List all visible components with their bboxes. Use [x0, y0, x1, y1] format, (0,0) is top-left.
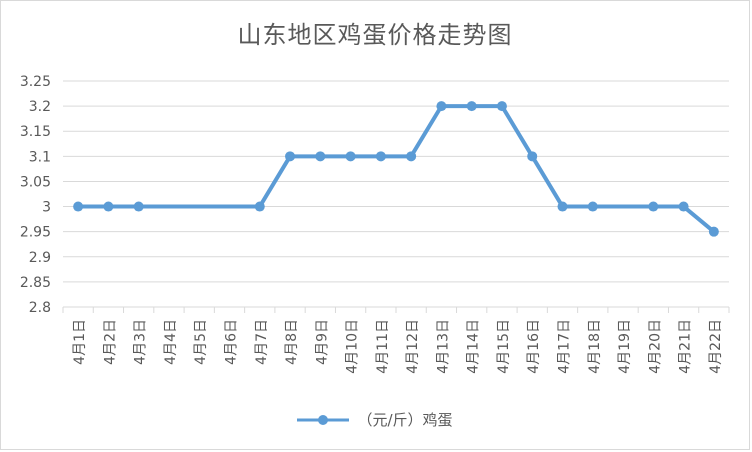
x-tick-label: 4月15日 [496, 319, 512, 374]
data-point [254, 201, 265, 212]
data-point [587, 201, 598, 212]
data-point [133, 201, 144, 212]
data-point [103, 201, 114, 212]
data-point [557, 201, 568, 212]
legend-swatch [297, 414, 350, 425]
x-tick-label: 4月17日 [557, 319, 573, 374]
data-point [315, 151, 326, 162]
y-tick-label: 2.9 [29, 250, 51, 266]
legend-label: （元/斤）鸡蛋 [357, 411, 453, 429]
y-tick-label: 2.85 [20, 275, 51, 291]
data-point [375, 151, 386, 162]
x-tick-label: 4月9日 [314, 319, 330, 365]
x-tick-label: 4月18日 [587, 319, 603, 374]
x-tick-label: 4月3日 [133, 319, 149, 365]
x-tick-label: 4月6日 [224, 319, 240, 365]
x-tick-label: 4月16日 [526, 319, 542, 374]
data-point [73, 201, 84, 212]
x-tick-label: 4月13日 [435, 319, 451, 374]
data-point [436, 101, 447, 112]
y-tick-label: 3.1 [29, 149, 51, 165]
series-line [76, 104, 716, 234]
y-tick-label: 2.8 [29, 300, 51, 316]
data-point [466, 101, 477, 112]
x-tick-label: 4月21日 [678, 319, 694, 374]
x-tick-label: 4月2日 [102, 319, 118, 365]
data-point [285, 151, 296, 162]
data-point [496, 101, 507, 112]
data-point [648, 201, 659, 212]
y-tick-label: 3.2 [29, 99, 51, 115]
data-point [678, 201, 689, 212]
y-tick-label: 3.25 [20, 74, 51, 90]
x-tick-label: 4月14日 [466, 319, 482, 374]
x-tick-label: 4月7日 [254, 319, 270, 365]
data-point [345, 151, 356, 162]
x-tick-label: 4月5日 [193, 319, 209, 365]
y-tick-label: 3 [42, 200, 51, 216]
data-point [406, 151, 417, 162]
x-tick-label: 4月11日 [375, 319, 391, 374]
x-tick-label: 4月22日 [708, 319, 724, 374]
data-point [527, 151, 538, 162]
y-tick-label: 3.05 [20, 174, 51, 190]
x-tick-label: 4月8日 [284, 319, 300, 365]
data-point [708, 226, 719, 237]
x-tick-label: 4月19日 [617, 319, 633, 374]
x-tick-label: 4月20日 [647, 319, 663, 374]
legend: （元/斤）鸡蛋 [1, 409, 749, 430]
x-tick-label: 4月1日 [72, 319, 88, 365]
x-tick-label: 4月12日 [405, 319, 421, 374]
chart-title: 山东地区鸡蛋价格走势图 [237, 21, 513, 49]
x-tick-label: 4月10日 [345, 319, 361, 374]
x-tick-label: 4月4日 [163, 319, 179, 365]
y-tick-label: 2.95 [20, 225, 51, 241]
y-tick-label: 3.15 [20, 124, 51, 140]
